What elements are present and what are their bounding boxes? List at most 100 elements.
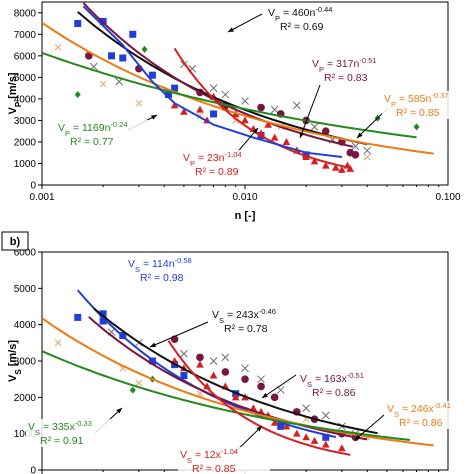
equation-prefix: V [312, 58, 319, 70]
y-tick-label: 0 [30, 181, 36, 192]
equation-body: = 12x [192, 449, 222, 461]
y-tick-label: 2000 [14, 393, 37, 404]
data-point-purple-circle [321, 127, 330, 135]
y-axis-label-main: V [7, 374, 19, 382]
equation-r2-red: R² = 0.85 [192, 463, 236, 474]
fit-curve-orange [42, 317, 434, 447]
data-point-red-triangle [196, 360, 204, 368]
data-point-gray-x [221, 90, 230, 99]
equation-bg [382, 91, 474, 119]
equation-body: = 243x [224, 309, 259, 321]
equation-exponent: -0.46 [259, 307, 276, 316]
equation-sub: S [394, 410, 399, 419]
equation-bg [26, 419, 118, 447]
data-point-gray-x [363, 146, 372, 155]
data-point-purple-circle [221, 368, 230, 376]
data-point-blue-square [74, 313, 82, 321]
data-point-blue-square [210, 110, 218, 118]
data-point-red-triangle [170, 101, 179, 109]
equation-body: = 246x [399, 403, 434, 415]
equation-r2-orange: R² = 0.86 [399, 417, 443, 429]
equation-red: VP = 23n-1.04 [183, 150, 242, 168]
data-point-blue-square [322, 433, 330, 441]
data-point-red-triangle [338, 165, 346, 173]
data-point-gray-x [257, 375, 265, 384]
annotation-arrowhead [256, 426, 262, 432]
data-point-blue-square [119, 54, 127, 62]
y-tick-label: 7000 [14, 30, 37, 41]
y-axis-label-sub: P [14, 101, 23, 107]
data-point-red-triangle [293, 429, 301, 437]
equation-exponent: -0.44 [315, 5, 332, 14]
data-point-gray-x [321, 411, 330, 420]
y-axis-label: VP [m/s] [7, 72, 23, 114]
x-tick-label: 0.001 [29, 192, 54, 203]
panel-a-vp-vs-porosity: 0 1000 2000 3000 4000 5000 6000 7000 8000 0.001 0.… [7, 1, 474, 222]
data-point-purple-circle [196, 353, 204, 362]
equation-exponent: -0.33 [75, 419, 92, 428]
y-tick-label: 1000 [14, 159, 37, 170]
annotation-arrowhead [299, 132, 305, 138]
equation-exponent: -0.37 [431, 91, 448, 100]
equation-bg [266, 5, 358, 33]
data-point-gray-x [276, 386, 285, 394]
x-axis-label: n [-] [235, 210, 256, 222]
data-point-gray-x [241, 364, 249, 373]
equation-red: VS = 12x-1.04 [180, 447, 238, 465]
equation-exponent: -0.24 [110, 120, 127, 129]
data-point-gray-x [209, 357, 218, 365]
equation-body: = 163x [312, 373, 347, 385]
data-point-gray-x [310, 123, 319, 131]
data-point-gray-x [241, 97, 249, 105]
equation-exponent: -0.41 [434, 401, 451, 410]
y-axis-label-main: V [7, 107, 19, 115]
equation-bg [298, 371, 390, 399]
annotation-arrow [227, 13, 263, 33]
y-tick-label: 4000 [14, 94, 37, 105]
equation-sub: P [65, 129, 70, 138]
equation-bg [126, 256, 218, 284]
data-point-red-triangle [264, 120, 272, 128]
data-point-gray-x [221, 353, 230, 362]
equation-sub: S [219, 316, 224, 325]
fit-curve-red [167, 340, 351, 456]
x-tick-label: 0.010 [232, 192, 257, 203]
y-tick-label: 4000 [14, 320, 37, 331]
y-tick-label: 6000 [14, 248, 37, 259]
data-point-blue-square [180, 372, 188, 380]
annotation-arrowhead [151, 115, 157, 120]
equation-green: VS = 335x-0.33 [28, 419, 92, 437]
data-point-red-triangle [338, 444, 346, 452]
data-point-red-triangle [282, 422, 291, 430]
equation-prefix: V [268, 7, 275, 19]
equation-r2-purple: R² = 0.86 [312, 387, 356, 399]
equation-bg [181, 150, 273, 178]
equation-r2-green: R² = 0.91 [40, 435, 84, 447]
equation-r2-purple: R² = 0.83 [324, 72, 368, 84]
equation-r2-blue: R² = 0.98 [140, 272, 184, 284]
data-point-red-triangle [302, 433, 310, 441]
equation-orange: VS = 246x-0.41 [387, 401, 451, 419]
y-tick-label: 0 [30, 466, 36, 474]
equation-sub: P [391, 100, 396, 109]
data-point-blue-square [99, 310, 107, 318]
y-tick-label: 5000 [14, 284, 37, 295]
equation-exponent: -1.04 [225, 150, 242, 159]
equation-body: = 585n [396, 93, 431, 105]
fit-curve-green [42, 350, 411, 441]
equation-sub: S [135, 265, 140, 274]
equation-body: = 114n [140, 258, 175, 270]
annotation-arrowhead [252, 128, 258, 134]
equation-body: = 1169n [70, 122, 111, 134]
fit-curve-orange [42, 21, 434, 155]
data-point-blue-square [171, 84, 179, 92]
equation-prefix: V [300, 373, 307, 385]
data-point-red-triangle [209, 371, 218, 379]
data-point-tan-x [99, 80, 107, 88]
data-point-red-triangle [321, 161, 330, 169]
data-point-gray-x [292, 101, 301, 110]
equation-exponent: -0.51 [347, 371, 364, 380]
equation-prefix: V [183, 152, 190, 164]
data-point-red-triangle [241, 116, 249, 124]
